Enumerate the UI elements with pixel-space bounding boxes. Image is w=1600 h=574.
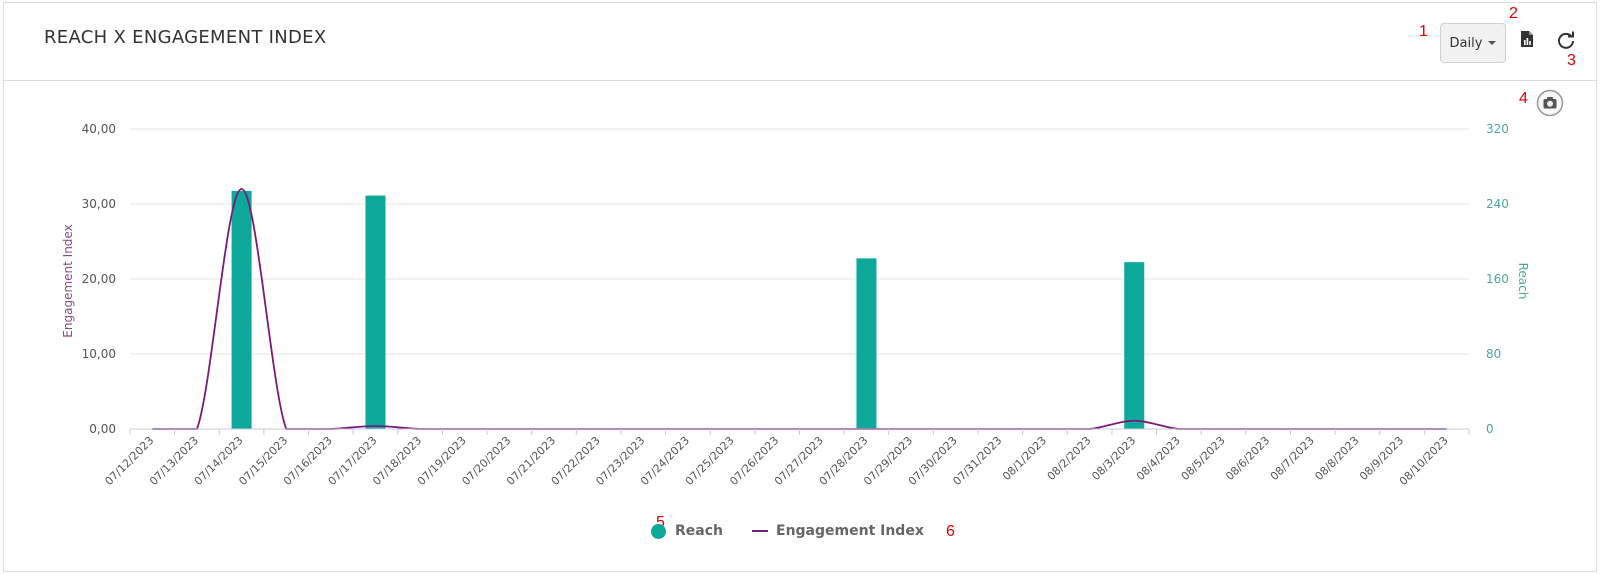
right-tick-label: 80 (1486, 347, 1501, 361)
chart-panel: REACH X ENGAGEMENT INDEX Daily 1 2 3 4 5… (3, 2, 1597, 572)
right-tick-label: 0 (1486, 422, 1494, 436)
x-tick-label: 08/5/2023 (1179, 434, 1228, 483)
right-tick-label: 240 (1486, 197, 1509, 211)
reach-legend-marker (651, 523, 666, 539)
legend-label-engagement: Engagement Index (776, 523, 924, 539)
right-tick-label: 320 (1486, 122, 1509, 136)
refresh-button[interactable] (1556, 30, 1576, 55)
annotation-4: 4 (1519, 90, 1528, 107)
left-tick-label: 30,00 (82, 197, 116, 211)
x-tick-label: 08/8/2023 (1312, 434, 1361, 483)
refresh-icon (1558, 31, 1574, 49)
chevron-down-icon (1488, 41, 1497, 45)
legend-item-engagement[interactable]: Engagement Index (752, 523, 924, 539)
annotation-1: 1 (1419, 23, 1428, 40)
period-dropdown[interactable]: Daily (1440, 23, 1506, 63)
right-axis-title: Reach (1516, 263, 1530, 300)
x-tick-label: 08/4/2023 (1134, 434, 1183, 483)
export-button[interactable] (1519, 30, 1535, 53)
annotation-2: 2 (1509, 5, 1518, 22)
annotation-3: 3 (1567, 52, 1576, 69)
left-tick-label: 0,00 (89, 422, 116, 436)
engagement-legend-marker (752, 530, 768, 532)
left-axis-title: Engagement Index (61, 224, 75, 337)
reach-bar (231, 190, 252, 429)
x-tick-label: 08/7/2023 (1268, 434, 1317, 483)
legend-label-reach: Reach (675, 523, 723, 539)
period-dropdown-label: Daily (1449, 35, 1483, 51)
legend-item-reach[interactable]: Reach (651, 523, 723, 539)
panel-header: REACH X ENGAGEMENT INDEX Daily (4, 3, 1596, 81)
screenshot-button[interactable] (1536, 89, 1564, 122)
annotation-6: 6 (946, 523, 955, 540)
page-title: REACH X ENGAGEMENT INDEX (44, 27, 327, 48)
left-tick-label: 40,00 (82, 122, 116, 136)
right-tick-label: 160 (1486, 272, 1509, 286)
x-tick-label: 08/6/2023 (1223, 434, 1272, 483)
chart-legend: Reach Engagement Index (4, 523, 1596, 545)
reach-bar (1124, 262, 1145, 429)
export-icon (1521, 31, 1533, 47)
x-tick-label: 08/1/2023 (1000, 434, 1049, 483)
x-tick-label: 08/2/2023 (1045, 434, 1094, 483)
annotation-5: 5 (656, 514, 665, 531)
left-tick-label: 20,00 (82, 272, 116, 286)
camera-icon (1536, 89, 1564, 117)
engagement-index-line (152, 188, 1447, 430)
reach-bar (856, 258, 877, 429)
left-tick-label: 10,00 (82, 347, 116, 361)
reach-bar (365, 195, 386, 429)
x-tick-label: 08/3/2023 (1089, 434, 1138, 483)
